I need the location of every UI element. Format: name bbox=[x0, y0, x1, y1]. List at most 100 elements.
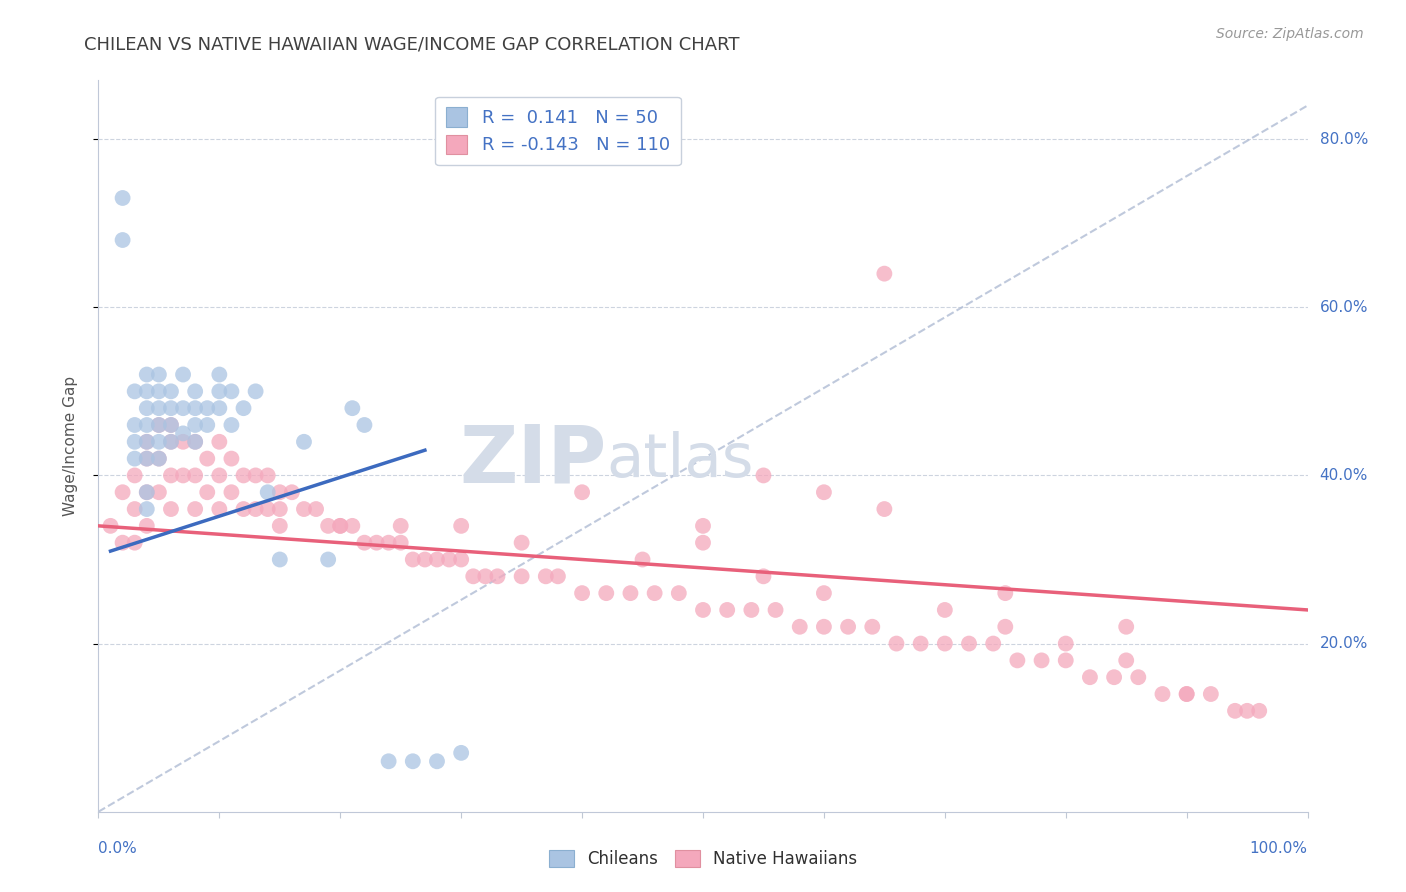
Point bbox=[111, 485, 134, 500]
Point bbox=[1199, 687, 1222, 701]
Point bbox=[160, 468, 183, 483]
Point bbox=[571, 485, 593, 500]
Point bbox=[269, 485, 291, 500]
Point bbox=[910, 636, 932, 650]
Point bbox=[124, 384, 146, 399]
Point bbox=[934, 603, 956, 617]
Point bbox=[1152, 687, 1174, 701]
Text: CHILEAN VS NATIVE HAWAIIAN WAGE/INCOME GAP CORRELATION CHART: CHILEAN VS NATIVE HAWAIIAN WAGE/INCOME G… bbox=[84, 36, 740, 54]
Point bbox=[208, 401, 231, 416]
Point bbox=[413, 552, 436, 566]
Point bbox=[534, 569, 557, 583]
Point bbox=[692, 535, 714, 549]
Point bbox=[716, 603, 738, 617]
Point bbox=[111, 535, 134, 549]
Point bbox=[426, 552, 449, 566]
Point bbox=[292, 434, 315, 449]
Point bbox=[124, 502, 146, 516]
Point bbox=[486, 569, 509, 583]
Point bbox=[547, 569, 569, 583]
Point bbox=[195, 485, 218, 500]
Point bbox=[160, 434, 183, 449]
Point bbox=[160, 417, 183, 432]
Point bbox=[135, 434, 157, 449]
Point bbox=[232, 468, 254, 483]
Point bbox=[135, 384, 157, 399]
Text: atlas: atlas bbox=[606, 431, 754, 490]
Y-axis label: Wage/Income Gap: Wage/Income Gap bbox=[63, 376, 77, 516]
Point bbox=[426, 754, 449, 768]
Point bbox=[269, 502, 291, 516]
Point bbox=[124, 417, 146, 432]
Point bbox=[1054, 653, 1077, 667]
Point bbox=[402, 754, 425, 768]
Point bbox=[160, 502, 183, 516]
Point bbox=[353, 417, 375, 432]
Point bbox=[221, 417, 243, 432]
Point bbox=[221, 384, 243, 399]
Point bbox=[172, 468, 194, 483]
Point bbox=[994, 586, 1017, 600]
Point bbox=[342, 401, 364, 416]
Point bbox=[692, 603, 714, 617]
Point bbox=[813, 485, 835, 500]
Point bbox=[595, 586, 617, 600]
Point bbox=[463, 569, 485, 583]
Point bbox=[450, 746, 472, 760]
Point bbox=[256, 502, 278, 516]
Point bbox=[837, 620, 859, 634]
Point bbox=[160, 384, 183, 399]
Point bbox=[1115, 653, 1137, 667]
Point bbox=[329, 519, 352, 533]
Point bbox=[160, 434, 183, 449]
Point bbox=[342, 519, 364, 533]
Point bbox=[389, 535, 412, 549]
Point bbox=[292, 502, 315, 516]
Legend: R =  0.141   N = 50, R = -0.143   N = 110: R = 0.141 N = 50, R = -0.143 N = 110 bbox=[434, 96, 681, 165]
Point bbox=[124, 434, 146, 449]
Point bbox=[184, 502, 207, 516]
Point bbox=[437, 552, 460, 566]
Point bbox=[256, 468, 278, 483]
Point bbox=[1128, 670, 1150, 684]
Point bbox=[886, 636, 908, 650]
Point bbox=[813, 586, 835, 600]
Point bbox=[135, 368, 157, 382]
Point bbox=[1054, 636, 1077, 650]
Point bbox=[510, 535, 533, 549]
Point bbox=[135, 417, 157, 432]
Point bbox=[752, 569, 775, 583]
Point bbox=[184, 468, 207, 483]
Point bbox=[269, 552, 291, 566]
Point bbox=[135, 519, 157, 533]
Point bbox=[208, 468, 231, 483]
Point bbox=[195, 417, 218, 432]
Point bbox=[305, 502, 328, 516]
Point bbox=[135, 485, 157, 500]
Point bbox=[135, 451, 157, 466]
Point bbox=[135, 451, 157, 466]
Point bbox=[245, 502, 267, 516]
Point bbox=[1031, 653, 1053, 667]
Point bbox=[389, 519, 412, 533]
Point bbox=[631, 552, 654, 566]
Point bbox=[1078, 670, 1101, 684]
Point bbox=[765, 603, 787, 617]
Point bbox=[124, 451, 146, 466]
Point bbox=[510, 569, 533, 583]
Point bbox=[148, 417, 170, 432]
Point bbox=[740, 603, 762, 617]
Point bbox=[208, 368, 231, 382]
Point bbox=[1102, 670, 1125, 684]
Text: Source: ZipAtlas.com: Source: ZipAtlas.com bbox=[1216, 27, 1364, 41]
Point bbox=[111, 191, 134, 205]
Point bbox=[135, 434, 157, 449]
Point bbox=[232, 401, 254, 416]
Point bbox=[148, 384, 170, 399]
Point bbox=[208, 502, 231, 516]
Point bbox=[450, 552, 472, 566]
Point bbox=[474, 569, 496, 583]
Point bbox=[184, 434, 207, 449]
Point bbox=[172, 434, 194, 449]
Point bbox=[256, 485, 278, 500]
